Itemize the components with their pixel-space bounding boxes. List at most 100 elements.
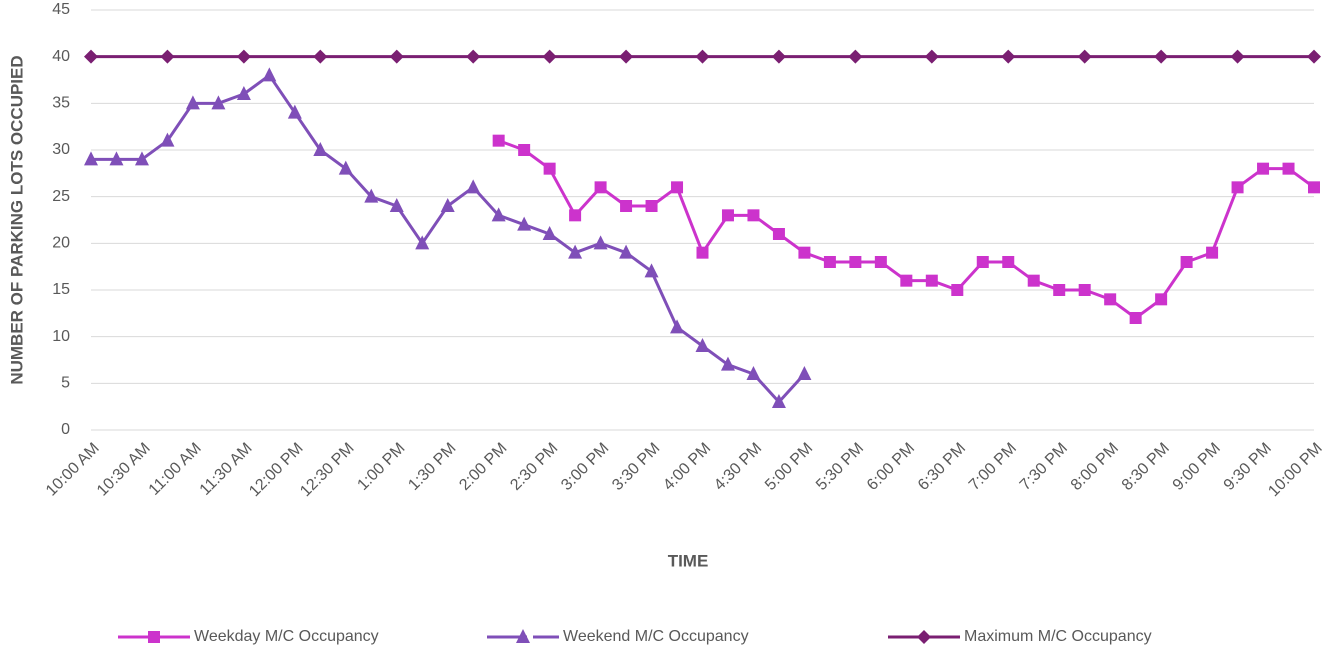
marker <box>619 244 634 259</box>
legend-label: Maximum M/C Occupancy <box>964 628 1152 645</box>
y-tick-label: 35 <box>52 95 70 112</box>
marker <box>542 226 557 240</box>
marker <box>593 235 608 250</box>
marker <box>1230 49 1245 64</box>
marker <box>823 256 836 268</box>
x-tick-label: 7:00 PM <box>966 440 1020 494</box>
marker <box>440 198 455 212</box>
marker <box>1002 256 1015 268</box>
y-tick-label: 10 <box>52 328 70 345</box>
marker <box>389 198 404 212</box>
y-tick-label: 30 <box>52 141 70 158</box>
marker <box>1104 293 1117 306</box>
marker <box>1231 181 1244 194</box>
marker <box>313 49 328 64</box>
marker <box>492 134 505 147</box>
marker <box>160 49 175 64</box>
marker <box>1001 49 1016 64</box>
marker <box>746 366 761 380</box>
x-tick-label: 10:00 AM <box>43 440 103 500</box>
marker <box>84 151 98 166</box>
marker <box>364 188 379 203</box>
marker <box>695 338 710 352</box>
marker <box>619 49 634 64</box>
marker <box>874 256 887 268</box>
marker <box>1206 246 1219 259</box>
marker <box>1129 312 1142 324</box>
marker <box>491 207 506 222</box>
x-tick-label: 10:30 AM <box>94 440 154 500</box>
marker <box>1078 284 1091 296</box>
x-tick-label: 10:00 PM <box>1265 440 1325 500</box>
marker <box>645 200 658 212</box>
marker <box>134 151 149 166</box>
x-tick-label: 5:30 PM <box>813 440 867 494</box>
marker <box>84 49 98 64</box>
x-tick-label: 6:30 PM <box>915 440 969 494</box>
x-tick-label: 1:30 PM <box>405 440 459 494</box>
marker <box>236 86 251 100</box>
marker <box>1257 162 1270 175</box>
x-tick-label: 12:00 PM <box>246 440 306 500</box>
marker <box>951 284 964 296</box>
marker <box>185 95 200 110</box>
x-tick-label: 2:00 PM <box>456 440 510 494</box>
series-line <box>498 139 1315 320</box>
marker <box>747 209 760 222</box>
marker <box>338 160 353 175</box>
x-tick-label: 4:30 PM <box>711 440 765 494</box>
marker <box>1154 49 1169 64</box>
x-tick-label: 9:00 PM <box>1170 440 1224 494</box>
x-tick-label: 7:30 PM <box>1017 440 1071 494</box>
legend-marker <box>148 631 160 643</box>
marker <box>1282 162 1295 175</box>
marker <box>262 67 277 82</box>
marker <box>671 181 684 194</box>
marker <box>696 246 709 259</box>
marker <box>772 228 785 240</box>
marker <box>924 49 939 64</box>
marker <box>848 49 863 64</box>
marker <box>720 356 735 371</box>
marker <box>466 179 481 194</box>
x-tick-label: 12:30 PM <box>297 440 357 500</box>
marker <box>1308 181 1320 194</box>
marker <box>771 49 786 64</box>
marker <box>1180 256 1193 268</box>
marker <box>211 95 226 110</box>
marker <box>900 274 913 287</box>
legend-marker <box>917 630 931 644</box>
marker <box>1027 274 1040 287</box>
x-tick-label: 6:00 PM <box>864 440 918 494</box>
marker <box>925 274 938 287</box>
y-tick-label: 5 <box>61 375 70 392</box>
x-tick-label: 3:00 PM <box>558 440 612 494</box>
marker <box>798 246 811 259</box>
marker <box>568 244 583 259</box>
y-tick-label: 0 <box>61 421 70 438</box>
x-tick-label: 3:30 PM <box>609 440 663 494</box>
marker <box>1077 49 1092 64</box>
x-tick-label: 4:00 PM <box>660 440 714 494</box>
x-tick-label: 5:00 PM <box>762 440 816 494</box>
marker <box>313 142 328 156</box>
marker <box>594 181 607 194</box>
marker <box>721 209 734 222</box>
x-tick-label: 2:30 PM <box>507 440 561 494</box>
y-tick-label: 40 <box>52 48 70 65</box>
marker <box>466 49 481 64</box>
marker <box>695 49 710 64</box>
marker <box>542 49 557 64</box>
marker <box>415 235 430 250</box>
marker <box>670 319 685 334</box>
x-tick-label: 11:00 AM <box>146 440 205 499</box>
marker <box>644 263 659 278</box>
legend-label: Weekend M/C Occupancy <box>563 628 749 645</box>
marker <box>1307 49 1321 64</box>
marker <box>620 200 633 212</box>
marker <box>518 144 531 156</box>
marker <box>287 104 302 119</box>
marker <box>797 366 812 380</box>
